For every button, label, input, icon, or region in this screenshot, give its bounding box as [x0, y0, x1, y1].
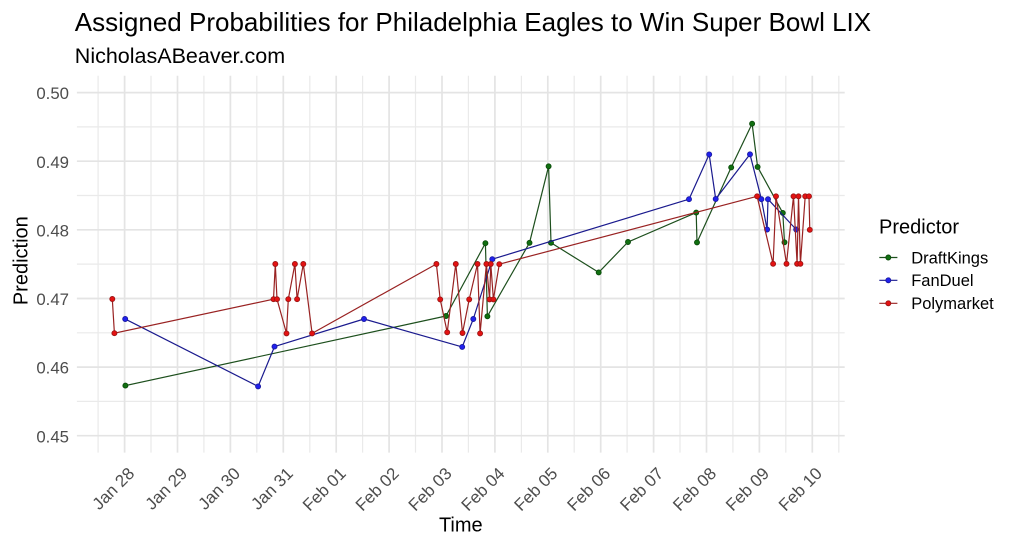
svg-text:0.46: 0.46 — [36, 359, 69, 378]
svg-text:Assigned Probabilities for Phi: Assigned Probabilities for Philadelphia … — [75, 7, 871, 37]
svg-text:Predictor: Predictor — [879, 217, 959, 239]
svg-text:FanDuel: FanDuel — [911, 272, 973, 290]
svg-text:0.45: 0.45 — [36, 427, 69, 446]
svg-text:DraftKings: DraftKings — [911, 249, 988, 267]
svg-text:0.47: 0.47 — [36, 290, 69, 309]
svg-text:Prediction: Prediction — [10, 216, 32, 305]
svg-text:0.49: 0.49 — [36, 153, 69, 172]
svg-text:NicholasABeaver.com: NicholasABeaver.com — [75, 44, 285, 68]
svg-text:Polymarket: Polymarket — [911, 295, 994, 313]
svg-text:0.50: 0.50 — [36, 84, 69, 103]
svg-text:0.48: 0.48 — [36, 221, 69, 240]
svg-text:Time: Time — [439, 515, 483, 537]
